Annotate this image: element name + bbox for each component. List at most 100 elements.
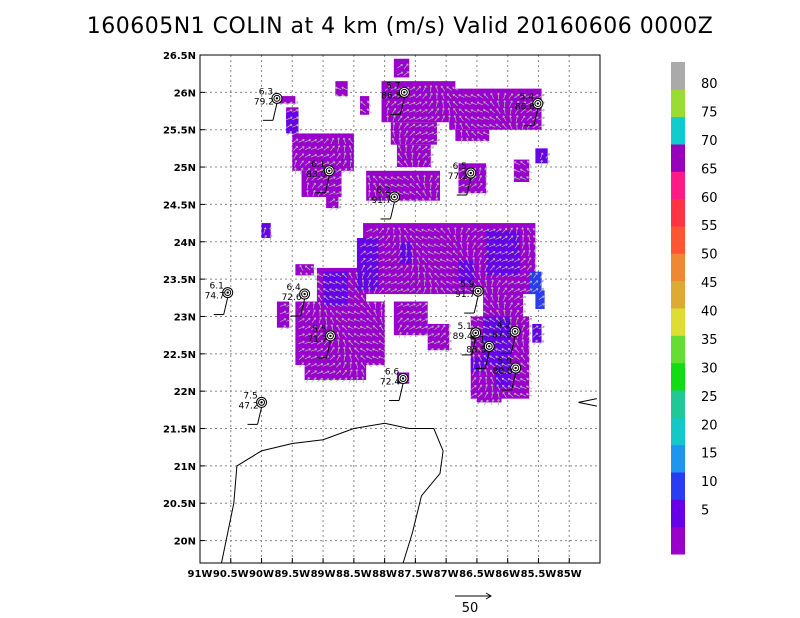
wind-cell-5 (393, 58, 410, 78)
wind-cell-5 (476, 394, 502, 403)
observation-speed: 5.1 (471, 335, 485, 345)
colorbar-label: 25 (701, 390, 718, 405)
station-dot (514, 366, 517, 370)
y-tick-label: 21N (174, 462, 196, 473)
y-tick-label: 23N (174, 312, 196, 323)
wind-cell-5 (366, 170, 440, 201)
colorbar-label: 5 (701, 504, 709, 519)
y-tick-label: 24.5N (163, 200, 196, 211)
observation-station: 6.379.2 (254, 87, 283, 121)
colorbar-swatch (671, 526, 685, 555)
y-tick-label: 26N (174, 88, 196, 99)
reference-arrow-head (485, 592, 492, 600)
observation-direction: 91.7 (371, 196, 391, 206)
x-tick-label: 85.5W (521, 569, 557, 580)
colorbar-label: 50 (701, 248, 718, 263)
observation-speed: 6.4 (286, 283, 301, 293)
colorbar-swatch (671, 144, 685, 172)
colorbar-swatch (671, 472, 685, 500)
wind-cell-10 (286, 111, 299, 134)
wind-cell-5 (360, 96, 370, 115)
observation-direction: 72.4 (380, 377, 400, 387)
x-tick-label: 90W (249, 569, 274, 580)
observation-speed: 7.5 (243, 391, 257, 401)
observation-speed: 6.3 (259, 87, 273, 97)
wind-barb-staff (466, 177, 472, 196)
station-dot (469, 171, 472, 175)
observation-speed: 5.9 (460, 280, 475, 290)
wind-cell-5 (427, 323, 450, 351)
colorbar-swatch (671, 89, 685, 118)
observation-station: 5.486.8 (515, 93, 544, 127)
colorbar-label: 35 (701, 333, 718, 348)
x-tick-label: 90.5W (213, 569, 249, 580)
observation-station: 5.991.7 (455, 280, 484, 314)
colorbar-label: 75 (701, 105, 718, 120)
observation-station: 6.291.7 (371, 186, 400, 220)
wind-cell-5 (483, 286, 524, 317)
wind-cell-5 (455, 129, 490, 141)
station-ring-middle (224, 289, 232, 297)
y-tick-label: 23.5N (163, 275, 196, 286)
station-ring-middle (273, 94, 281, 102)
x-tick-label: 89.5W (274, 569, 310, 580)
wind-barb-staff (511, 372, 517, 391)
wind-barb-staff (510, 336, 516, 354)
station-dot (303, 292, 306, 296)
y-axis: 20N 20.5N 21N 21.5N 22N 22.5N 23N 23.5N 24N 24.5N… (163, 51, 205, 548)
colorbar-label: 80 (701, 77, 718, 92)
observation-speed: 5.7 (386, 81, 400, 91)
colorbar-label: 65 (701, 162, 718, 177)
wind-cell-10 (323, 271, 348, 306)
observation-direction: 80.0 (493, 367, 513, 377)
station-dot (329, 334, 332, 338)
wind-barb-staff (272, 103, 278, 121)
colorbar-label: 45 (701, 276, 718, 291)
observation-station: 6.577.2 (448, 162, 477, 196)
wind-barb-staff (325, 340, 331, 359)
y-tick-label: 22.5N (163, 350, 196, 361)
observation-station: 5.183.5 (466, 335, 495, 369)
wind-barb-staff (484, 351, 490, 369)
x-tick-label: 88W (372, 569, 397, 580)
observation-direction: 83.5 (466, 345, 486, 355)
colorbar-swatch (671, 226, 685, 254)
colorbar-swatch (671, 444, 685, 473)
observation-direction: 86.8 (515, 103, 535, 113)
y-tick-label: 25.5N (163, 126, 196, 137)
station-dot (513, 330, 517, 333)
coastline-segment (578, 398, 598, 407)
observation-direction: 87.5 (492, 330, 512, 340)
observation-direction: 91.7 (455, 290, 475, 300)
observation-direction: 72.6 (282, 293, 302, 303)
station-ring-middle (511, 327, 519, 335)
station-dot (328, 169, 331, 172)
wind-barb-staff (389, 201, 395, 220)
colorbar-swatch (671, 253, 685, 282)
y-tick-label: 21.5N (163, 425, 196, 436)
wind-cell-5 (304, 365, 367, 380)
observations: 6.379.25.786.5 5.486.86.183.06.577.26.291… (205, 81, 544, 425)
station-ring-middle (534, 100, 542, 108)
x-tick-label: 89W (311, 569, 336, 580)
station-dot (275, 97, 279, 100)
wind-cell-10 (261, 223, 271, 239)
observation-speed: 5.0 (498, 357, 513, 367)
y-tick-label: 22N (174, 387, 196, 398)
observation-speed: 6.6 (385, 367, 400, 377)
colorbar-swatch (671, 116, 685, 145)
x-tick-label: 86W (495, 569, 520, 580)
x-tick-label: 86.5W (459, 569, 495, 580)
colorbar-swatch (671, 62, 685, 90)
station-ring-middle (400, 88, 408, 96)
station-ring-middle (325, 167, 333, 175)
station-dot (260, 401, 263, 404)
wind-cell-5 (449, 88, 542, 130)
station-ring-middle (326, 332, 334, 340)
station-dot (536, 102, 540, 105)
station-dot (476, 289, 480, 293)
colorbar-swatch (671, 335, 685, 364)
wind-barb-staff (533, 108, 539, 126)
observation-speed: 6.2 (376, 186, 390, 196)
station-ring-middle (512, 364, 520, 372)
